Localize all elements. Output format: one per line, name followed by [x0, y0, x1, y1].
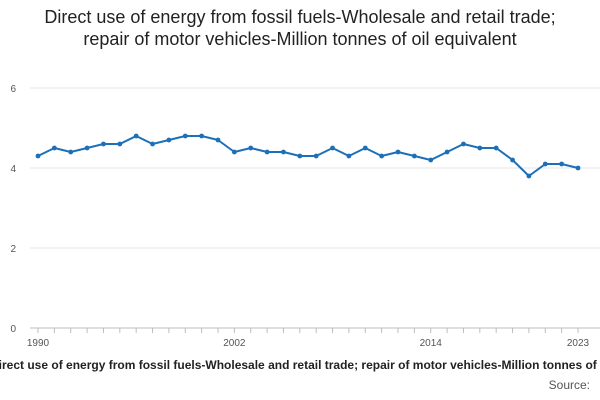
data-point[interactable] — [510, 157, 515, 163]
series-layer — [35, 133, 581, 179]
data-point[interactable] — [362, 145, 368, 151]
data-point[interactable] — [51, 145, 57, 151]
data-point[interactable] — [166, 137, 172, 143]
x-tick-label: 2002 — [223, 338, 246, 349]
x-tick-label: 1990 — [27, 338, 50, 349]
data-point[interactable] — [330, 145, 335, 151]
chart-title: Direct use of energy from fossil fuels-W… — [44, 7, 556, 49]
data-point[interactable] — [117, 141, 123, 147]
y-tick-label: 0 — [10, 324, 16, 335]
data-point[interactable] — [461, 141, 466, 147]
y-tick-label: 2 — [10, 244, 16, 255]
data-point[interactable] — [346, 153, 352, 159]
data-point[interactable] — [313, 153, 319, 159]
data-point[interactable] — [133, 133, 139, 139]
data-point[interactable] — [84, 145, 90, 151]
data-point[interactable] — [428, 157, 434, 163]
data-point[interactable] — [559, 161, 565, 167]
data-point[interactable] — [150, 141, 155, 147]
data-point[interactable] — [297, 153, 303, 159]
x-tick-label: 2014 — [420, 338, 443, 349]
x-axis — [30, 327, 600, 333]
data-point[interactable] — [526, 173, 532, 179]
data-point[interactable] — [575, 165, 581, 171]
data-point[interactable] — [199, 133, 205, 139]
gridlines — [30, 87, 600, 249]
data-point[interactable] — [395, 149, 401, 155]
y-tick-label: 6 — [10, 84, 16, 95]
data-point[interactable] — [411, 153, 417, 159]
legend-label: Direct use of energy from fossil fuels-W… — [0, 358, 600, 372]
data-point[interactable] — [493, 145, 499, 151]
x-tick-label: 2023 — [567, 338, 590, 349]
data-point[interactable] — [101, 141, 106, 147]
data-point[interactable] — [444, 149, 450, 155]
data-point[interactable] — [182, 133, 188, 139]
y-axis-tick-labels: 0 2 4 6 — [10, 84, 16, 335]
source-label: Source: — [548, 378, 590, 392]
data-point[interactable] — [477, 145, 483, 151]
series-line — [37, 135, 579, 177]
x-axis-tick-labels: 1990 2002 2014 2023 — [27, 338, 590, 349]
data-point[interactable] — [231, 149, 237, 155]
data-point[interactable] — [379, 153, 385, 159]
y-tick-label: 4 — [10, 164, 16, 175]
data-point[interactable] — [264, 149, 270, 155]
data-point[interactable] — [215, 137, 221, 143]
data-point[interactable] — [68, 149, 74, 155]
data-point[interactable] — [281, 149, 286, 155]
data-point[interactable] — [35, 153, 41, 159]
data-point[interactable] — [248, 145, 254, 151]
data-point[interactable] — [542, 161, 548, 167]
